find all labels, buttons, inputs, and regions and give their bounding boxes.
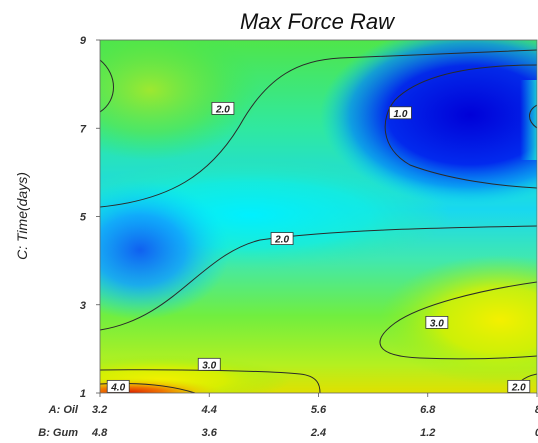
contour-label-box [425,315,449,329]
x-tick-label: 2.4 [310,427,326,439]
contour-label-text: 1.0 [393,109,407,120]
contour-label-box [211,101,235,115]
contour-line [384,64,537,189]
heatmap-blue-top-right [320,40,537,205]
heatmap-blue-left [100,180,230,320]
heatmap-orange-corner [100,378,225,393]
x-tick-label: 6.8 [420,404,436,416]
heatmap-green-top-left [100,40,260,160]
x-tick-label: 3.2 [92,404,107,416]
contour-label-box [270,232,294,245]
heatmap-right-edge [520,80,537,160]
heatmap-yellow-bottom-right [380,255,537,385]
contour-label: 4.0 [106,379,130,393]
contour-label: 3.0 [425,315,449,329]
x-tick-label: 1.2 [420,427,435,439]
contour-line [100,59,114,113]
chart-title: Max Force Raw [240,9,396,34]
plot-area: 2.0 1.0 2.0 3.0 3.0 4.0 2.0 [100,40,537,393]
y-tick-label: 9 [80,35,87,47]
x-tick-label: 5.6 [311,404,327,416]
contour-label: 2.0 [507,379,531,393]
x-tick-label: 8 [535,404,538,416]
contour-label-box [507,379,531,393]
contour-line [529,104,537,129]
contour-label-box [197,357,221,371]
contour-labels: 2.0 1.0 2.0 3.0 3.0 4.0 2.0 [106,101,531,393]
x-tick-label: 0 [535,427,538,439]
x-tick-label: 4.4 [201,404,217,416]
contour-label-text: 3.0 [430,318,444,329]
contour-label: 2.0 [270,232,294,246]
contour-label-text: 2.0 [215,104,230,115]
y-tick-label: 3 [80,300,86,312]
contour-line [379,281,537,360]
x-axis-name: B: Gum [38,427,78,439]
x-tick-label: 3.6 [202,427,218,439]
contour-label: 1.0 [389,106,412,120]
x-axis: A: Oil 3.2 4.4 5.6 6.8 8 B: Gum 4.8 3.6 2.4 1.2 0 [38,393,538,439]
x-tick-label: 4.8 [91,427,108,439]
contour-label: 2.0 [211,101,235,115]
contour-line [100,225,537,331]
contour-label: 3.0 [197,357,221,371]
y-axis: 1 3 5 7 9 [80,35,100,400]
y-tick-label: 7 [80,123,87,135]
contour-label-text: 2.0 [274,235,289,246]
contour-line [100,369,321,393]
contour-label-text: 3.0 [202,360,216,371]
y-tick-label: 1 [80,388,86,400]
y-axis-label: C: Time(days) [14,172,30,260]
contour-label-text: 4.0 [110,382,125,393]
contour-label-box [389,106,412,120]
y-tick-label: 5 [80,212,87,224]
contour-label-text: 2.0 [511,382,526,393]
contour-label-box [106,379,130,393]
x-axis-name: A: Oil [48,404,79,416]
contour-line [100,49,537,208]
